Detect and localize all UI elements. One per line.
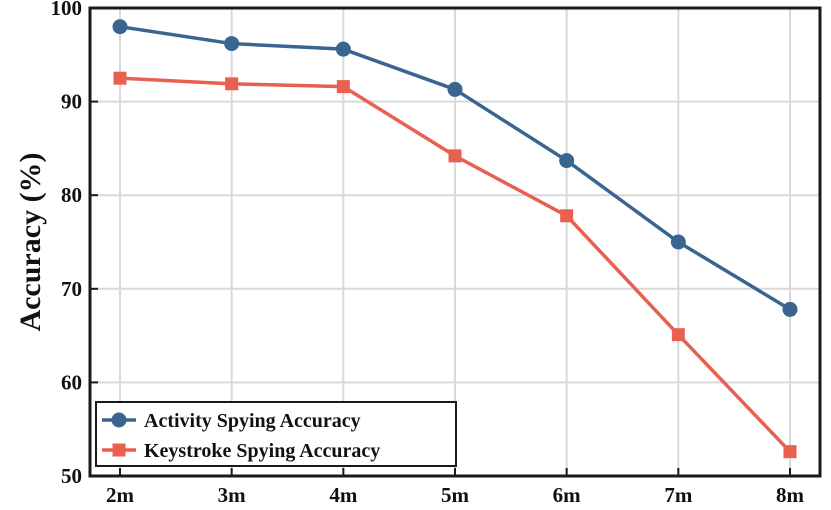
x-tick-label: 8m xyxy=(776,483,805,507)
legend-marker-1 xyxy=(112,443,126,457)
x-tick-label: 4m xyxy=(329,483,358,507)
x-axis-ticks: 2m 3m 4m 5m 6m 7m 8m xyxy=(106,468,805,507)
legend-label-1: Keystroke Spying Accuracy xyxy=(144,440,380,462)
y-tick-label: 70 xyxy=(61,277,82,301)
y-tick-label: 50 xyxy=(61,464,82,488)
series-1-point xyxy=(560,209,574,223)
series-1-point xyxy=(448,149,462,163)
series-1-point xyxy=(113,71,127,85)
y-tick-label: 90 xyxy=(61,90,82,114)
series-1-point xyxy=(783,445,797,459)
legend: Activity Spying Accuracy Keystroke Spying… xyxy=(95,401,457,467)
y-tick-label: 60 xyxy=(61,370,82,394)
y-axis-label: Accuracy (%) xyxy=(14,152,47,331)
legend-marker-0 xyxy=(111,412,127,428)
x-tick-label: 7m xyxy=(664,483,693,507)
series-0-point xyxy=(335,41,351,57)
series-0-point xyxy=(224,36,240,52)
x-tick-label: 3m xyxy=(218,483,247,507)
series-1-point xyxy=(671,328,685,342)
legend-label-0: Activity Spying Accuracy xyxy=(144,410,361,432)
y-axis-ticks: 50 60 70 80 90 100 xyxy=(51,0,98,488)
series-0-point xyxy=(112,19,128,35)
series-0-point xyxy=(559,153,575,169)
x-tick-label: 6m xyxy=(553,483,582,507)
y-tick-label: 80 xyxy=(61,183,82,207)
series-0-point xyxy=(447,81,463,97)
series-group xyxy=(112,19,798,459)
x-tick-label: 5m xyxy=(441,483,470,507)
series-0-point xyxy=(782,301,798,317)
series-1-point xyxy=(336,80,350,94)
legend-box xyxy=(95,401,457,467)
x-tick-label: 2m xyxy=(106,483,135,507)
series-1-point xyxy=(225,77,239,91)
y-tick-label: 100 xyxy=(51,0,83,20)
series-0-point xyxy=(670,234,686,250)
